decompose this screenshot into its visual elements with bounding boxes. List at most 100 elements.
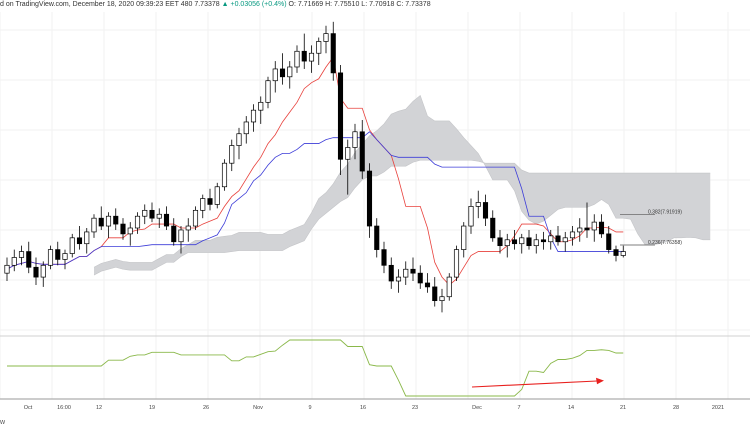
candle-body (432, 286, 438, 302)
candle-body (4, 264, 10, 274)
x-tick-label: 12 (96, 405, 102, 411)
candle-body (424, 282, 431, 288)
candle (323, 25, 329, 54)
candle-body (287, 66, 293, 78)
candle-body (403, 268, 409, 278)
candle (214, 182, 220, 209)
x-tick-label: 23 (412, 405, 418, 411)
header-open: O: 7.71669 (288, 1, 324, 8)
candle-body (105, 215, 112, 227)
candle (40, 261, 46, 287)
candle (272, 61, 278, 93)
candle-body (185, 225, 191, 231)
candle-body (569, 231, 576, 239)
candle (446, 273, 452, 301)
candle-body (171, 225, 177, 243)
candle-body (337, 72, 344, 160)
candle-body (330, 33, 336, 74)
candle (366, 163, 373, 238)
candle (98, 206, 104, 230)
candle (475, 190, 481, 219)
candle (127, 222, 133, 246)
candle-body (18, 251, 25, 258)
candle-body (294, 50, 300, 68)
x-tick-label: 9 (308, 405, 311, 411)
candle (410, 257, 416, 282)
candle-body (446, 276, 452, 298)
candle-body (33, 266, 39, 278)
candle-body (76, 237, 83, 245)
candle (18, 245, 25, 266)
candle (569, 226, 576, 246)
candle (417, 265, 423, 289)
candle-body (606, 233, 612, 250)
candle (526, 229, 532, 250)
candle (352, 123, 358, 160)
candle (120, 218, 126, 240)
header-high: H: 7.75510 (325, 1, 360, 8)
x-axis: Oct 16:00 12 19 26 Nov 9 16 23 Dec 7 14 21 28 2021 (24, 405, 724, 411)
candle-body (127, 227, 133, 235)
candle (69, 233, 75, 258)
candle-body (258, 101, 264, 111)
candle-body (98, 217, 104, 227)
candle (156, 208, 162, 228)
ichimoku-cloud (93, 94, 711, 276)
candle-body (214, 186, 220, 205)
candle-body (316, 41, 322, 54)
annotation-arrow-head (596, 377, 604, 385)
candle (185, 218, 191, 242)
candle-body (11, 257, 17, 266)
candle-body (490, 217, 496, 239)
candle-body (468, 206, 474, 227)
candle-body (555, 235, 561, 243)
candle (55, 241, 61, 266)
candle-body (439, 296, 445, 302)
x-tick-label: 16 (360, 405, 366, 411)
candle-body (519, 237, 525, 245)
candle-body (598, 221, 605, 235)
candle (381, 241, 387, 274)
candle (540, 231, 547, 250)
candle (403, 261, 409, 285)
candles (4, 21, 626, 313)
candle (149, 202, 155, 223)
fib-level-label: 0.382(7.91919) (648, 209, 682, 215)
candle-body (562, 237, 568, 243)
candle (229, 139, 235, 172)
cloud-span-b (93, 159, 711, 276)
candle (591, 214, 597, 242)
x-tick-label: 26 (203, 405, 209, 411)
candle (207, 188, 213, 211)
candle (178, 226, 184, 254)
candle (468, 198, 474, 234)
candle-body (69, 237, 75, 254)
candle-body (410, 268, 416, 274)
header-source: d on TradingView.com, December 18, 2020 … (0, 1, 179, 8)
x-tick-label: 19 (149, 405, 155, 411)
candle (337, 65, 344, 175)
candle-body (40, 264, 46, 278)
candle-body (497, 237, 503, 247)
candle-body (620, 251, 626, 256)
candle-body (91, 217, 97, 233)
candle (47, 245, 54, 270)
candle (243, 116, 249, 144)
header-low: L: 7.70918 (361, 1, 395, 8)
indicator-lines (6, 56, 624, 286)
candle-body (461, 225, 467, 250)
candle-body (26, 251, 32, 268)
candle-body (250, 109, 257, 123)
candle-body (207, 198, 213, 205)
candle (134, 212, 141, 234)
candle-body (279, 68, 286, 78)
candle (250, 104, 257, 132)
candle (577, 218, 583, 242)
candle (84, 228, 90, 254)
chart-header: d on TradingView.com, December 18, 2020 … (0, 1, 431, 8)
candle-body (134, 215, 141, 229)
candle (279, 53, 286, 85)
candle (113, 208, 119, 230)
candle-body (236, 133, 242, 146)
